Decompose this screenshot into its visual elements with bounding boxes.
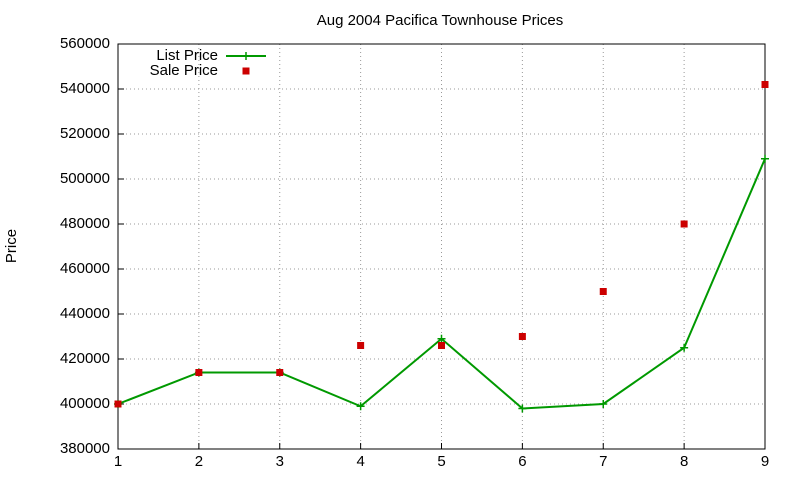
y-tick-label: 380000: [60, 440, 110, 457]
chart-title: Aug 2004 Pacifica Townhouse Prices: [317, 12, 564, 29]
x-tick-label: 1: [114, 453, 122, 470]
y-tick-label: 500000: [60, 170, 110, 187]
x-tick-label: 5: [437, 453, 445, 470]
point-marker: [356, 402, 365, 411]
x-tick-label: 4: [356, 453, 364, 470]
point-marker: [195, 369, 203, 376]
point-marker: [357, 342, 365, 349]
point-marker: [680, 343, 689, 352]
point-marker: [599, 400, 608, 408]
y-axis-label: Price: [3, 229, 20, 263]
point-marker: [518, 404, 527, 413]
x-tick-label: 3: [276, 453, 284, 470]
point-marker: [438, 342, 445, 349]
point-marker: [761, 81, 769, 88]
x-tick-label: 8: [680, 453, 688, 470]
legend-label: List Price: [156, 47, 218, 64]
point-marker: [680, 220, 688, 228]
point-marker: [437, 334, 446, 343]
legend-marker: [242, 52, 250, 60]
point-marker: [518, 333, 526, 340]
y-tick-label: 480000: [60, 215, 110, 232]
point-marker: [114, 400, 122, 408]
y-tick-label: 420000: [60, 350, 110, 367]
y-tick-label: 400000: [60, 395, 110, 412]
plot-frame: [117, 43, 766, 450]
legend-label: Sale Price: [150, 62, 218, 79]
y-tick-label: 540000: [60, 80, 110, 97]
y-tick-label: 440000: [60, 305, 110, 322]
y-tick-label: 520000: [60, 125, 110, 142]
point-marker: [761, 154, 769, 163]
x-tick-label: 7: [599, 453, 607, 470]
x-tick-label: 2: [195, 453, 203, 470]
point-marker: [599, 288, 607, 295]
x-tick-label: 6: [518, 453, 526, 470]
x-tick-label: 9: [761, 453, 769, 470]
legend-marker: [242, 67, 250, 75]
point-marker: [276, 369, 284, 376]
y-tick-label: 560000: [60, 35, 110, 52]
y-tick-label: 460000: [60, 260, 110, 277]
